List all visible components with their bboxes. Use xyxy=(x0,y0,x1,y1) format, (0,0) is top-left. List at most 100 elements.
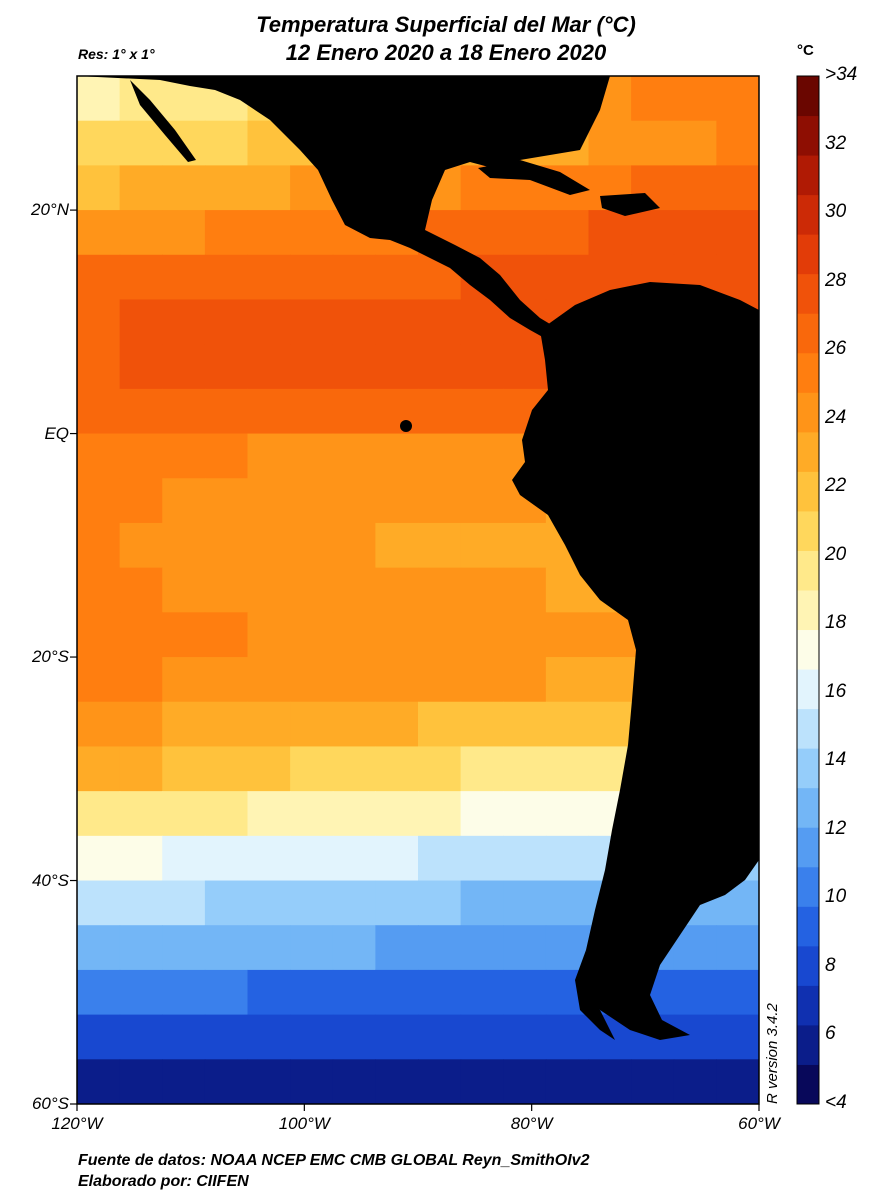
sst-cell xyxy=(290,612,334,658)
sst-cell xyxy=(418,1014,462,1060)
landmass-baja-california xyxy=(130,80,196,162)
sst-cell xyxy=(418,880,462,926)
sst-cell xyxy=(77,299,121,345)
sst-cell xyxy=(204,344,249,390)
sst-cell xyxy=(290,835,334,882)
sst-cell xyxy=(204,969,249,1016)
sst-cell xyxy=(247,388,291,435)
landmass-north-central-america xyxy=(77,76,610,340)
sst-cell xyxy=(332,791,376,837)
lat-tick-label: 40°S xyxy=(31,870,69,890)
sst-cell xyxy=(247,433,291,479)
lon-tick-label: 80°W xyxy=(510,1114,553,1133)
sst-cell xyxy=(460,522,504,569)
sst-cell xyxy=(247,746,291,792)
sst-cell xyxy=(162,657,206,703)
sst-cell xyxy=(290,210,334,256)
colorbar-tick-label: <4 xyxy=(825,1092,847,1113)
axis-ticks xyxy=(70,209,760,1111)
colorbar-swatch xyxy=(797,76,819,117)
sst-cell xyxy=(332,299,376,345)
sst-cell xyxy=(119,478,163,524)
sst-cell xyxy=(418,791,462,837)
sst-cell xyxy=(77,567,121,613)
sst-cell xyxy=(460,433,504,479)
sst-cell xyxy=(290,344,334,390)
sst-cell xyxy=(673,210,717,256)
sst-cell xyxy=(247,165,291,211)
sst-cell xyxy=(503,344,547,390)
sst-cell xyxy=(119,701,163,748)
lon-tick-label: 100°W xyxy=(278,1114,330,1133)
colorbar-swatch xyxy=(797,352,819,393)
sst-cell xyxy=(290,254,334,301)
sst-cell xyxy=(545,835,590,882)
sst-cell xyxy=(332,522,376,569)
sst-cell xyxy=(77,1014,121,1060)
sst-cell xyxy=(375,835,419,882)
sst-cell xyxy=(545,612,590,658)
sst-cell xyxy=(77,344,121,390)
sst-cell xyxy=(119,880,163,926)
sst-cell xyxy=(588,657,632,703)
sst-cell xyxy=(119,746,163,792)
sst-cell xyxy=(204,880,249,926)
sst-cell xyxy=(545,1014,590,1060)
sst-cell xyxy=(460,612,504,658)
sst-cell xyxy=(77,165,121,211)
sst-cell xyxy=(503,657,547,703)
sst-cell xyxy=(418,522,462,569)
sst-cell xyxy=(460,701,504,748)
sst-cell xyxy=(119,612,163,658)
sst-cell xyxy=(631,1059,675,1104)
sst-cell xyxy=(716,76,759,122)
sst-cell xyxy=(375,567,419,613)
landmass-galapagos xyxy=(400,420,412,432)
sst-cell xyxy=(332,880,376,926)
sst-cell xyxy=(418,299,462,345)
sst-cell xyxy=(631,76,675,122)
sst-cell xyxy=(460,746,504,792)
sst-cell xyxy=(119,165,163,211)
colorbar-swatch xyxy=(797,748,819,789)
sst-cell xyxy=(460,657,504,703)
sst-cell xyxy=(119,344,163,390)
sst-cell xyxy=(673,120,717,166)
sst-cell xyxy=(545,254,590,301)
sst-cell xyxy=(375,388,419,435)
colorbar-tick-label: 18 xyxy=(825,612,847,634)
colorbar-tick-label: 6 xyxy=(825,1023,836,1045)
sst-cell xyxy=(503,746,547,792)
sst-cell xyxy=(375,746,419,792)
sst-cell xyxy=(418,344,462,390)
sst-cell xyxy=(332,1014,376,1060)
sst-cell xyxy=(162,612,206,658)
sst-cell xyxy=(375,657,419,703)
sst-cell xyxy=(119,925,163,971)
colorbar-swatch xyxy=(797,866,819,907)
sst-cell xyxy=(162,433,206,479)
sst-cell xyxy=(204,522,249,569)
landmass-hispaniola xyxy=(600,193,660,216)
sst-cell xyxy=(119,433,163,479)
sst-cell xyxy=(332,254,376,301)
sst-cell xyxy=(332,925,376,971)
sst-cell xyxy=(204,657,249,703)
colorbar-tick-label: 28 xyxy=(825,269,847,291)
sst-cell xyxy=(332,657,376,703)
sst-cell xyxy=(290,969,334,1016)
sst-cell xyxy=(418,1059,462,1104)
sst-cell xyxy=(503,1059,547,1104)
sst-cell xyxy=(77,254,121,301)
sst-cell xyxy=(332,478,376,524)
sst-cell xyxy=(418,746,462,792)
sst-cell xyxy=(204,433,249,479)
landmass-chilean-archipelago xyxy=(575,950,615,1040)
sst-cell xyxy=(162,880,206,926)
sst-cell xyxy=(290,567,334,613)
colorbar-swatch xyxy=(797,471,819,512)
sst-cell xyxy=(503,210,547,256)
sst-cell xyxy=(375,344,419,390)
sst-cell xyxy=(418,478,462,524)
sst-cell xyxy=(673,165,717,211)
